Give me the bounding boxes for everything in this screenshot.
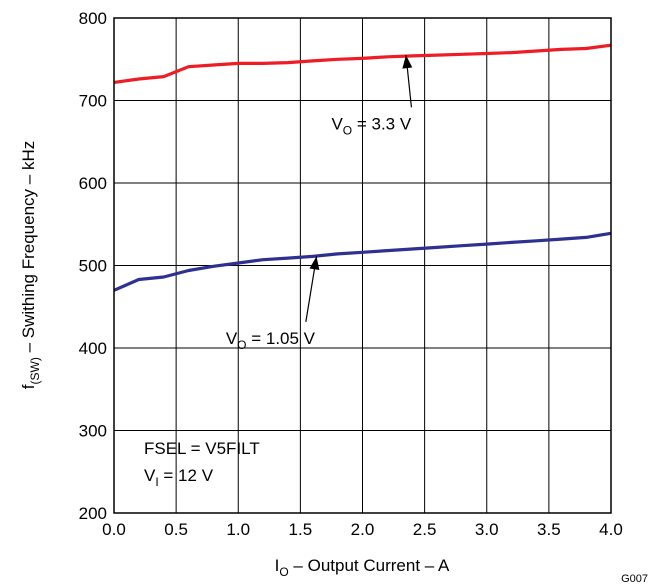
x-tick-label: 4.0 [599,520,623,539]
y-tick-label: 800 [79,9,107,28]
x-tick-label: 0.5 [164,520,188,539]
x-tick-label: 1.0 [226,520,250,539]
y-tick-label: 500 [79,257,107,276]
x-axis-label: IO – Output Current – A [275,556,450,579]
y-axis-label: f(SW) – Swithing Frequency – kHz [19,141,42,389]
y-tick-label: 700 [79,92,107,111]
x-tick-label: 2.0 [351,520,375,539]
y-tick-label: 300 [79,422,107,441]
y-tick-label: 600 [79,174,107,193]
series-layer [113,43,612,292]
x-tick-label: 0.0 [102,520,126,539]
annotation-arrow-head [309,256,320,271]
y-tick-label: 400 [79,339,107,358]
y-tick-label: 200 [79,504,107,523]
x-tick-label: 3.0 [475,520,499,539]
figure-code: G007 [621,573,648,585]
annotation-label: VO = 3.3 V [331,114,411,137]
note-vin: VI = 12 V [144,466,214,489]
note-fsel: FSEL = V5FILT [144,439,260,458]
annotation-label: VO = 1.05 V [226,329,316,352]
annotations: VO = 3.3 V VO = 1.05 V [226,55,413,352]
series-line-vo-3v3 [113,43,612,84]
x-tick-label: 1.5 [289,520,313,539]
series-line-vo-1v05 [113,231,612,292]
plot-frame [113,17,612,514]
x-tick-label: 3.5 [537,520,561,539]
tick-labels: 0.0 0.5 1.0 1.5 2.0 2.5 3.0 3.5 4.0 200 300 400 500 6… [79,9,623,539]
annotation-arrow-head [402,55,413,69]
grid-lines [114,18,611,513]
x-tick-label: 2.5 [413,520,437,539]
